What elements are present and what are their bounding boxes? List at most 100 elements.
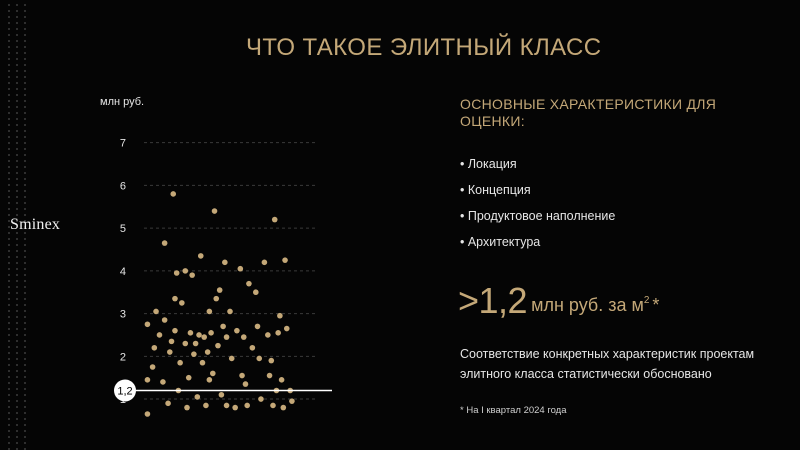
data-point xyxy=(161,317,168,323)
scatter-chart-svg: 12345671,2 xyxy=(114,138,332,417)
data-point xyxy=(271,216,278,223)
data-point xyxy=(199,359,206,366)
data-point xyxy=(268,357,275,364)
statistical-note: Соответствие конкретных характеристик пр… xyxy=(460,347,755,381)
data-point xyxy=(197,253,204,259)
data-point xyxy=(228,355,235,362)
criteria-item: • Концепция xyxy=(460,183,531,197)
data-point xyxy=(246,280,252,287)
data-point xyxy=(165,400,171,407)
y-tick-label: 7 xyxy=(120,138,126,150)
price-unit-superscript: 2 xyxy=(643,294,650,306)
threshold-badge xyxy=(114,379,136,402)
data-point xyxy=(167,349,173,355)
data-point xyxy=(275,330,281,336)
data-point xyxy=(213,295,220,302)
scatter-chart: млн руб. 12345671,2 xyxy=(100,92,340,422)
data-point xyxy=(282,257,288,263)
data-point xyxy=(187,330,194,336)
y-tick-label: 3 xyxy=(120,309,126,321)
data-point xyxy=(232,404,238,411)
criteria-item: • Локация xyxy=(460,157,517,171)
data-point xyxy=(240,334,247,340)
criteria-item: • Архитектура xyxy=(460,235,541,249)
data-point xyxy=(151,344,158,351)
data-point xyxy=(201,334,207,340)
data-point xyxy=(170,191,177,197)
data-point xyxy=(215,342,221,349)
data-point xyxy=(222,259,228,266)
y-tick-label: 5 xyxy=(120,223,126,235)
data-point xyxy=(194,394,201,400)
data-point xyxy=(153,308,159,315)
data-point xyxy=(144,377,151,383)
data-point xyxy=(211,208,218,214)
data-point xyxy=(172,295,178,302)
data-point xyxy=(204,349,211,355)
price-threshold: >1,2 млн руб. за м2 * xyxy=(458,280,659,322)
page-title: ЧТО ТАКОЕ ЭЛИТНЫЙ КЛАСС xyxy=(246,34,602,61)
data-point xyxy=(283,325,290,332)
data-point xyxy=(184,404,190,411)
footnote: * На I квартал 2024 года xyxy=(460,405,567,416)
data-point xyxy=(160,379,166,385)
price-value: >1,2 xyxy=(458,280,528,321)
data-point xyxy=(149,364,156,370)
data-point xyxy=(266,372,273,379)
data-point xyxy=(203,402,209,409)
data-point xyxy=(278,377,285,383)
data-point xyxy=(191,351,197,357)
data-point xyxy=(277,312,283,319)
price-footnote-marker: * xyxy=(652,295,660,315)
brand-logo: Sminex xyxy=(10,216,61,233)
data-point xyxy=(156,332,163,338)
y-tick-label: 4 xyxy=(120,266,126,278)
data-point xyxy=(192,340,199,347)
decorative-dot-grid xyxy=(0,0,40,450)
data-point xyxy=(144,411,151,417)
criteria-heading: ОСНОВНЫЕ ХАРАКТЕРИСТИКИ ДЛЯ ОЦЕНКИ: xyxy=(460,96,717,129)
data-point xyxy=(161,240,168,246)
data-point xyxy=(216,287,223,293)
y-axis-unit-label: млн руб. xyxy=(100,96,145,108)
y-tick-label: 2 xyxy=(120,351,126,363)
criteria-panel: ОСНОВНЫЕ ХАРАКТЕРИСТИКИ ДЛЯ ОЦЕНКИ: • Ло… xyxy=(460,96,780,260)
data-point xyxy=(206,377,213,383)
data-point xyxy=(177,359,183,366)
data-point xyxy=(144,321,151,328)
price-unit: млн руб. за м xyxy=(531,295,644,315)
data-point xyxy=(172,327,178,334)
data-point xyxy=(168,338,175,345)
data-point xyxy=(265,332,271,338)
data-point xyxy=(227,308,233,315)
data-point xyxy=(261,259,268,266)
criteria-item: • Продуктовое наполнение xyxy=(460,209,616,223)
data-point xyxy=(280,404,287,411)
data-point xyxy=(208,330,214,336)
data-point xyxy=(254,323,261,330)
data-point xyxy=(210,370,216,377)
data-point xyxy=(234,327,240,334)
criteria-list: • Локация • Концепция • Продуктовое напо… xyxy=(460,156,780,260)
data-point xyxy=(182,340,189,347)
data-point xyxy=(242,381,249,387)
data-point xyxy=(237,265,244,272)
data-point xyxy=(289,398,295,404)
data-point xyxy=(249,344,256,351)
data-point xyxy=(223,334,230,340)
data-point xyxy=(239,372,245,379)
threshold-label: 1,2 xyxy=(117,386,132,398)
y-tick-label: 6 xyxy=(120,180,126,192)
data-point xyxy=(258,396,264,402)
data-point xyxy=(218,391,225,398)
data-point xyxy=(244,402,250,409)
data-point xyxy=(179,300,185,306)
data-point xyxy=(173,270,180,276)
data-point xyxy=(223,402,230,409)
data-point xyxy=(206,308,213,315)
data-point xyxy=(182,268,189,274)
data-point xyxy=(189,272,195,278)
data-point xyxy=(185,374,192,381)
data-point xyxy=(253,289,259,296)
data-point xyxy=(270,402,276,409)
